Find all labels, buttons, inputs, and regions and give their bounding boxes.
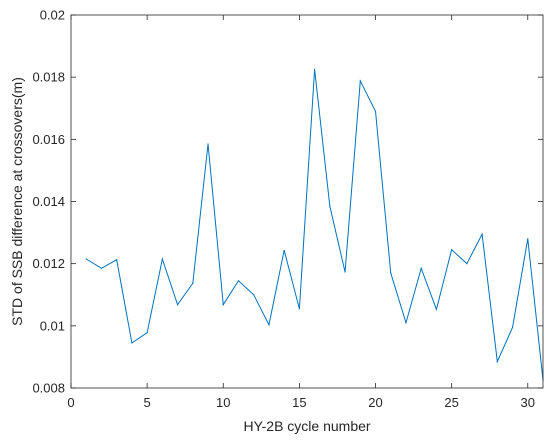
- data-point: [329, 205, 331, 207]
- data-point: [359, 80, 361, 82]
- x-tick-label: 20: [368, 395, 382, 410]
- y-tick-label: 0.018: [32, 70, 65, 85]
- data-point: [420, 267, 422, 269]
- data-point: [207, 143, 209, 145]
- y-tick-label: 0.02: [40, 8, 65, 23]
- data-point: [237, 280, 240, 282]
- data-point: [314, 68, 316, 70]
- data-point: [466, 263, 468, 265]
- x-tick-label: 0: [67, 395, 74, 410]
- data-point: [131, 342, 133, 344]
- data-point: [100, 267, 103, 269]
- data-point: [496, 360, 498, 363]
- y-tick-label: 0.014: [32, 194, 65, 209]
- data-point: [283, 249, 285, 251]
- data-point: [435, 308, 438, 310]
- data-point: [405, 322, 407, 324]
- y-tick-label: 0.016: [32, 132, 65, 147]
- data-point: [116, 259, 118, 261]
- x-tick-label: 5: [144, 395, 151, 410]
- data-point: [511, 326, 514, 328]
- data-point: [85, 258, 87, 260]
- y-axis-label: STD of SSB difference at crossovers(m): [9, 77, 25, 326]
- data-point: [527, 238, 529, 240]
- data-point: [374, 110, 377, 112]
- x-axis-label: HY-2B cycle number: [243, 418, 370, 434]
- data-point: [268, 324, 270, 326]
- data-point: [146, 332, 148, 334]
- data-point: [253, 294, 255, 296]
- y-tick-label: 0.012: [32, 256, 65, 271]
- y-tick-label: 0.008: [32, 381, 65, 396]
- data-point: [344, 271, 346, 273]
- data-point: [192, 282, 194, 284]
- x-tick-label: 30: [521, 395, 535, 410]
- data-point: [390, 272, 392, 274]
- data-point: [298, 308, 300, 310]
- data-point: [481, 233, 483, 235]
- axes: 0 5 10 15 20 25 30 0.008 0.01 0.012 0.014 0.016 0.01…: [32, 8, 544, 410]
- plot-area: [85, 68, 544, 381]
- x-tick-label: 25: [444, 395, 458, 410]
- data-point: [451, 249, 453, 251]
- data-point: [176, 304, 179, 306]
- data-point: [222, 304, 224, 306]
- data-point: [161, 258, 163, 260]
- x-tick-label: 10: [216, 395, 230, 410]
- x-tick-label: 15: [292, 395, 306, 410]
- y-tick-label: 0.01: [40, 318, 65, 333]
